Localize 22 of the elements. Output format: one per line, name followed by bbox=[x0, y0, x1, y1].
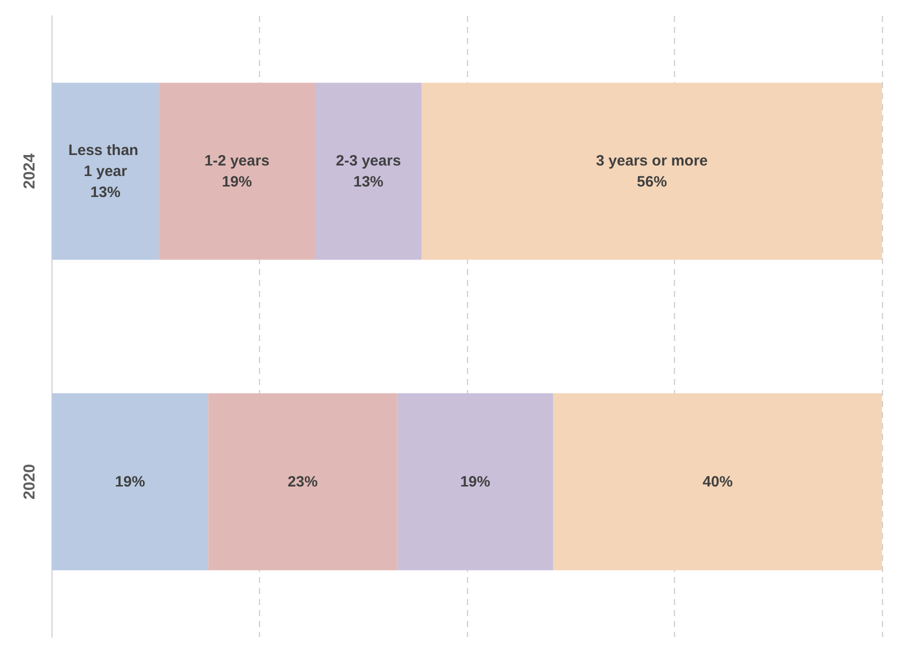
bar bbox=[553, 393, 882, 570]
bar bbox=[52, 393, 208, 570]
series-label: 1-2 years bbox=[204, 152, 270, 170]
bar bbox=[397, 393, 554, 570]
series-label: 2-3 years bbox=[336, 152, 401, 170]
bar bbox=[208, 393, 398, 570]
series-label: Less than 1 year bbox=[68, 142, 143, 180]
bar bbox=[314, 82, 422, 260]
data-label: 13% bbox=[353, 173, 384, 190]
y-tick-label: 2020 bbox=[22, 464, 38, 500]
bar bbox=[158, 82, 315, 260]
data-label: 19% bbox=[222, 173, 252, 190]
bar bbox=[52, 82, 159, 260]
data-label: 19% bbox=[460, 473, 490, 490]
series-label: 3 years or more bbox=[596, 152, 708, 170]
y-tick-label: 2024 bbox=[22, 153, 38, 190]
data-label: 40% bbox=[702, 473, 733, 490]
data-label: 23% bbox=[288, 473, 318, 490]
data-label: 56% bbox=[636, 173, 667, 190]
bar bbox=[422, 82, 882, 260]
data-label: 13% bbox=[90, 184, 120, 201]
data-label: 19% bbox=[115, 473, 146, 490]
